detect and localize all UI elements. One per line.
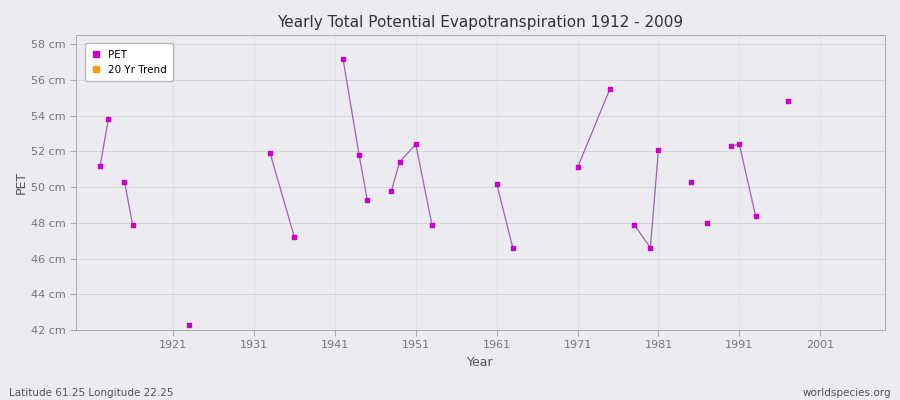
Point	[352, 152, 366, 158]
Point	[336, 55, 350, 62]
Point	[93, 162, 107, 169]
Title: Yearly Total Potential Evapotranspiration 1912 - 2009: Yearly Total Potential Evapotranspiratio…	[277, 15, 683, 30]
Point	[571, 164, 585, 171]
Point	[117, 178, 131, 185]
Point	[384, 188, 399, 194]
Text: worldspecies.org: worldspecies.org	[803, 388, 891, 398]
Point	[182, 322, 196, 328]
Point	[490, 180, 504, 187]
X-axis label: Year: Year	[467, 356, 494, 369]
Point	[603, 86, 617, 92]
Point	[360, 196, 374, 203]
Point	[700, 220, 715, 226]
Point	[392, 159, 407, 165]
Point	[409, 141, 423, 148]
Legend: PET, 20 Yr Trend: PET, 20 Yr Trend	[86, 44, 173, 81]
Point	[644, 245, 658, 251]
Point	[652, 146, 666, 153]
Point	[101, 116, 115, 122]
Point	[287, 234, 302, 240]
Point	[627, 222, 642, 228]
Point	[684, 178, 698, 185]
Y-axis label: PET: PET	[15, 171, 28, 194]
Point	[125, 222, 140, 228]
Point	[780, 98, 795, 105]
Point	[733, 141, 747, 148]
Point	[724, 143, 739, 149]
Point	[425, 222, 439, 228]
Point	[749, 212, 763, 219]
Point	[506, 245, 520, 251]
Point	[263, 150, 277, 156]
Text: Latitude 61.25 Longitude 22.25: Latitude 61.25 Longitude 22.25	[9, 388, 174, 398]
